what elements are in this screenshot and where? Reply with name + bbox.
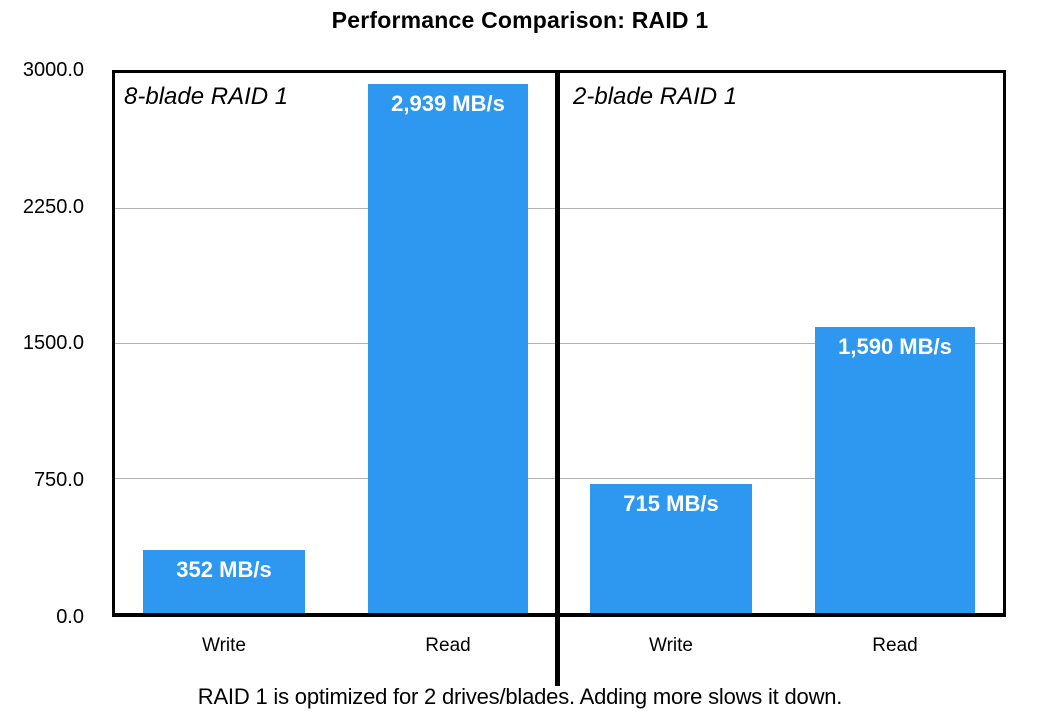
panel-label-2-blade: 2-blade RAID 1 xyxy=(573,83,738,110)
panel-divider-line xyxy=(555,70,560,686)
bar-value-label-8blade-write: 352 MB/s xyxy=(176,556,272,582)
chart-caption: RAID 1 is optimized for 2 drives/blades.… xyxy=(197,684,843,709)
bar-8blade-write: 352 MB/s xyxy=(143,549,305,613)
y-tick-750: 750.0 xyxy=(33,469,84,491)
bar-value-label-8blade-read: 2,939 MB/s xyxy=(391,90,505,116)
bar-2blade-write: 715 MB/s xyxy=(590,484,752,613)
y-tick-2250: 2250.0 xyxy=(22,196,84,218)
y-axis: 3000.0 2250.0 1500.0 750.0 0.0 xyxy=(0,0,84,728)
x-tick-8blade-write: Write xyxy=(202,635,246,656)
x-axis: Write Read Write Read xyxy=(0,634,1040,660)
x-tick-2blade-write: Write xyxy=(649,635,693,656)
panel-label-8-blade: 8-blade RAID 1 xyxy=(124,83,289,110)
bar-8blade-read: 2,939 MB/s xyxy=(368,83,528,613)
y-tick-0: 0.0 xyxy=(56,606,84,628)
bar-value-label-2blade-read: 1,590 MB/s xyxy=(838,333,952,359)
x-tick-8blade-read: Read xyxy=(425,635,471,656)
bar-2blade-read: 1,590 MB/s xyxy=(815,326,975,613)
x-tick-2blade-read: Read xyxy=(872,635,918,656)
chart-title: Performance Comparison: RAID 1 xyxy=(331,7,709,33)
y-tick-3000: 3000.0 xyxy=(22,59,84,81)
bar-value-label-2blade-write: 715 MB/s xyxy=(623,491,719,517)
y-tick-1500: 1500.0 xyxy=(22,332,84,354)
